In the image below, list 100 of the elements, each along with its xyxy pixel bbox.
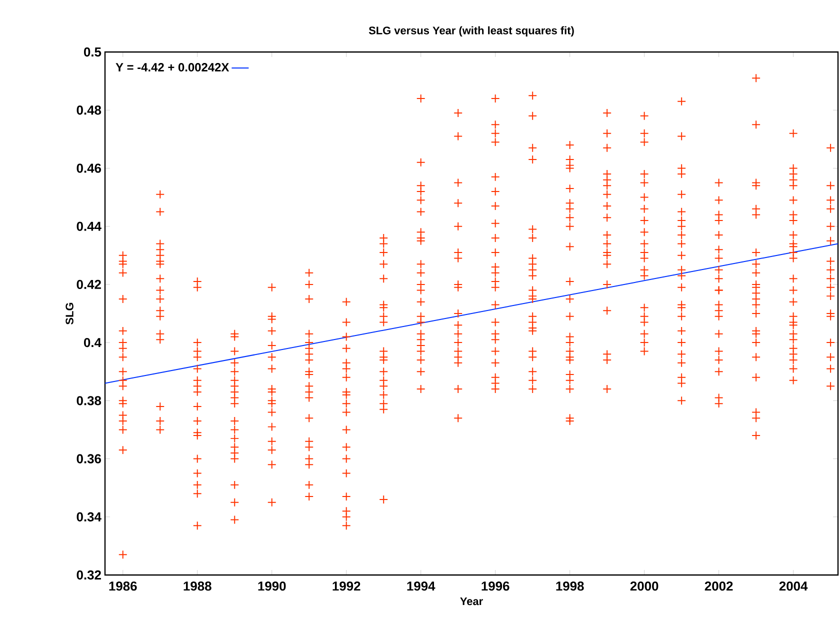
point <box>602 190 612 199</box>
point <box>454 309 463 318</box>
point <box>528 326 538 336</box>
point <box>677 230 686 240</box>
point <box>640 178 649 188</box>
point <box>156 416 165 426</box>
point <box>304 387 314 396</box>
point <box>490 277 500 286</box>
point <box>192 364 202 374</box>
point <box>304 356 314 364</box>
point <box>416 181 426 190</box>
point <box>565 416 574 426</box>
point <box>454 358 463 368</box>
point <box>156 239 165 248</box>
point <box>342 442 351 452</box>
point <box>118 344 128 353</box>
point <box>714 300 724 310</box>
point <box>640 216 649 226</box>
point <box>156 190 165 199</box>
x-tick-label: 1988 <box>184 582 212 591</box>
point <box>490 94 500 103</box>
point <box>714 230 724 240</box>
point <box>788 254 798 263</box>
x-tick-label: 1996 <box>482 582 510 591</box>
point <box>826 292 836 301</box>
point <box>788 286 798 295</box>
point <box>118 376 128 385</box>
point <box>677 282 686 292</box>
point <box>752 372 761 382</box>
point <box>304 382 314 391</box>
point <box>602 356 612 364</box>
point <box>230 358 240 368</box>
point <box>416 260 426 269</box>
point <box>752 300 761 310</box>
point <box>826 222 836 231</box>
point <box>379 274 388 284</box>
point <box>192 282 202 292</box>
point <box>342 512 351 522</box>
point <box>714 265 724 274</box>
y-tick-label: 0.4 <box>84 338 102 348</box>
point <box>230 346 240 356</box>
point <box>192 521 202 530</box>
point <box>677 216 686 226</box>
point <box>752 210 761 220</box>
point <box>752 282 761 292</box>
point <box>565 384 574 394</box>
point <box>379 376 388 385</box>
point <box>156 260 165 269</box>
point <box>304 268 314 278</box>
point <box>304 280 314 289</box>
point <box>379 260 388 269</box>
point <box>454 346 463 356</box>
point <box>342 521 351 530</box>
point <box>416 346 426 356</box>
point <box>826 236 836 246</box>
point <box>677 265 686 274</box>
point <box>826 382 836 391</box>
y-tick-label: 0.32 <box>76 570 101 580</box>
point <box>230 425 240 434</box>
point <box>490 335 500 344</box>
point <box>640 338 649 348</box>
point <box>379 312 388 321</box>
point <box>752 338 761 348</box>
point <box>602 250 612 260</box>
point <box>454 178 463 188</box>
point <box>490 186 500 196</box>
point <box>788 320 798 330</box>
point <box>714 346 724 356</box>
point <box>454 384 463 394</box>
point <box>416 340 426 350</box>
point <box>379 248 388 257</box>
point <box>416 312 426 321</box>
point <box>192 338 202 348</box>
point <box>156 245 165 254</box>
point <box>752 268 761 278</box>
y-tick-label: 0.46 <box>76 164 102 173</box>
x-tick-label: 1990 <box>258 582 286 591</box>
point <box>677 132 686 141</box>
point <box>677 96 686 106</box>
point <box>267 314 276 324</box>
point <box>788 242 798 252</box>
point <box>565 198 574 208</box>
point <box>267 282 276 292</box>
point <box>230 442 240 452</box>
point <box>640 318 649 327</box>
point <box>267 326 276 336</box>
point <box>416 280 426 289</box>
point <box>490 248 500 257</box>
point <box>677 326 686 336</box>
point <box>118 326 128 336</box>
point <box>602 239 612 248</box>
point <box>826 364 836 374</box>
point <box>752 294 761 304</box>
point <box>602 230 612 240</box>
point <box>640 138 649 147</box>
point <box>490 378 500 388</box>
point <box>714 245 724 254</box>
point <box>342 332 351 342</box>
point <box>230 376 240 385</box>
point <box>602 143 612 152</box>
